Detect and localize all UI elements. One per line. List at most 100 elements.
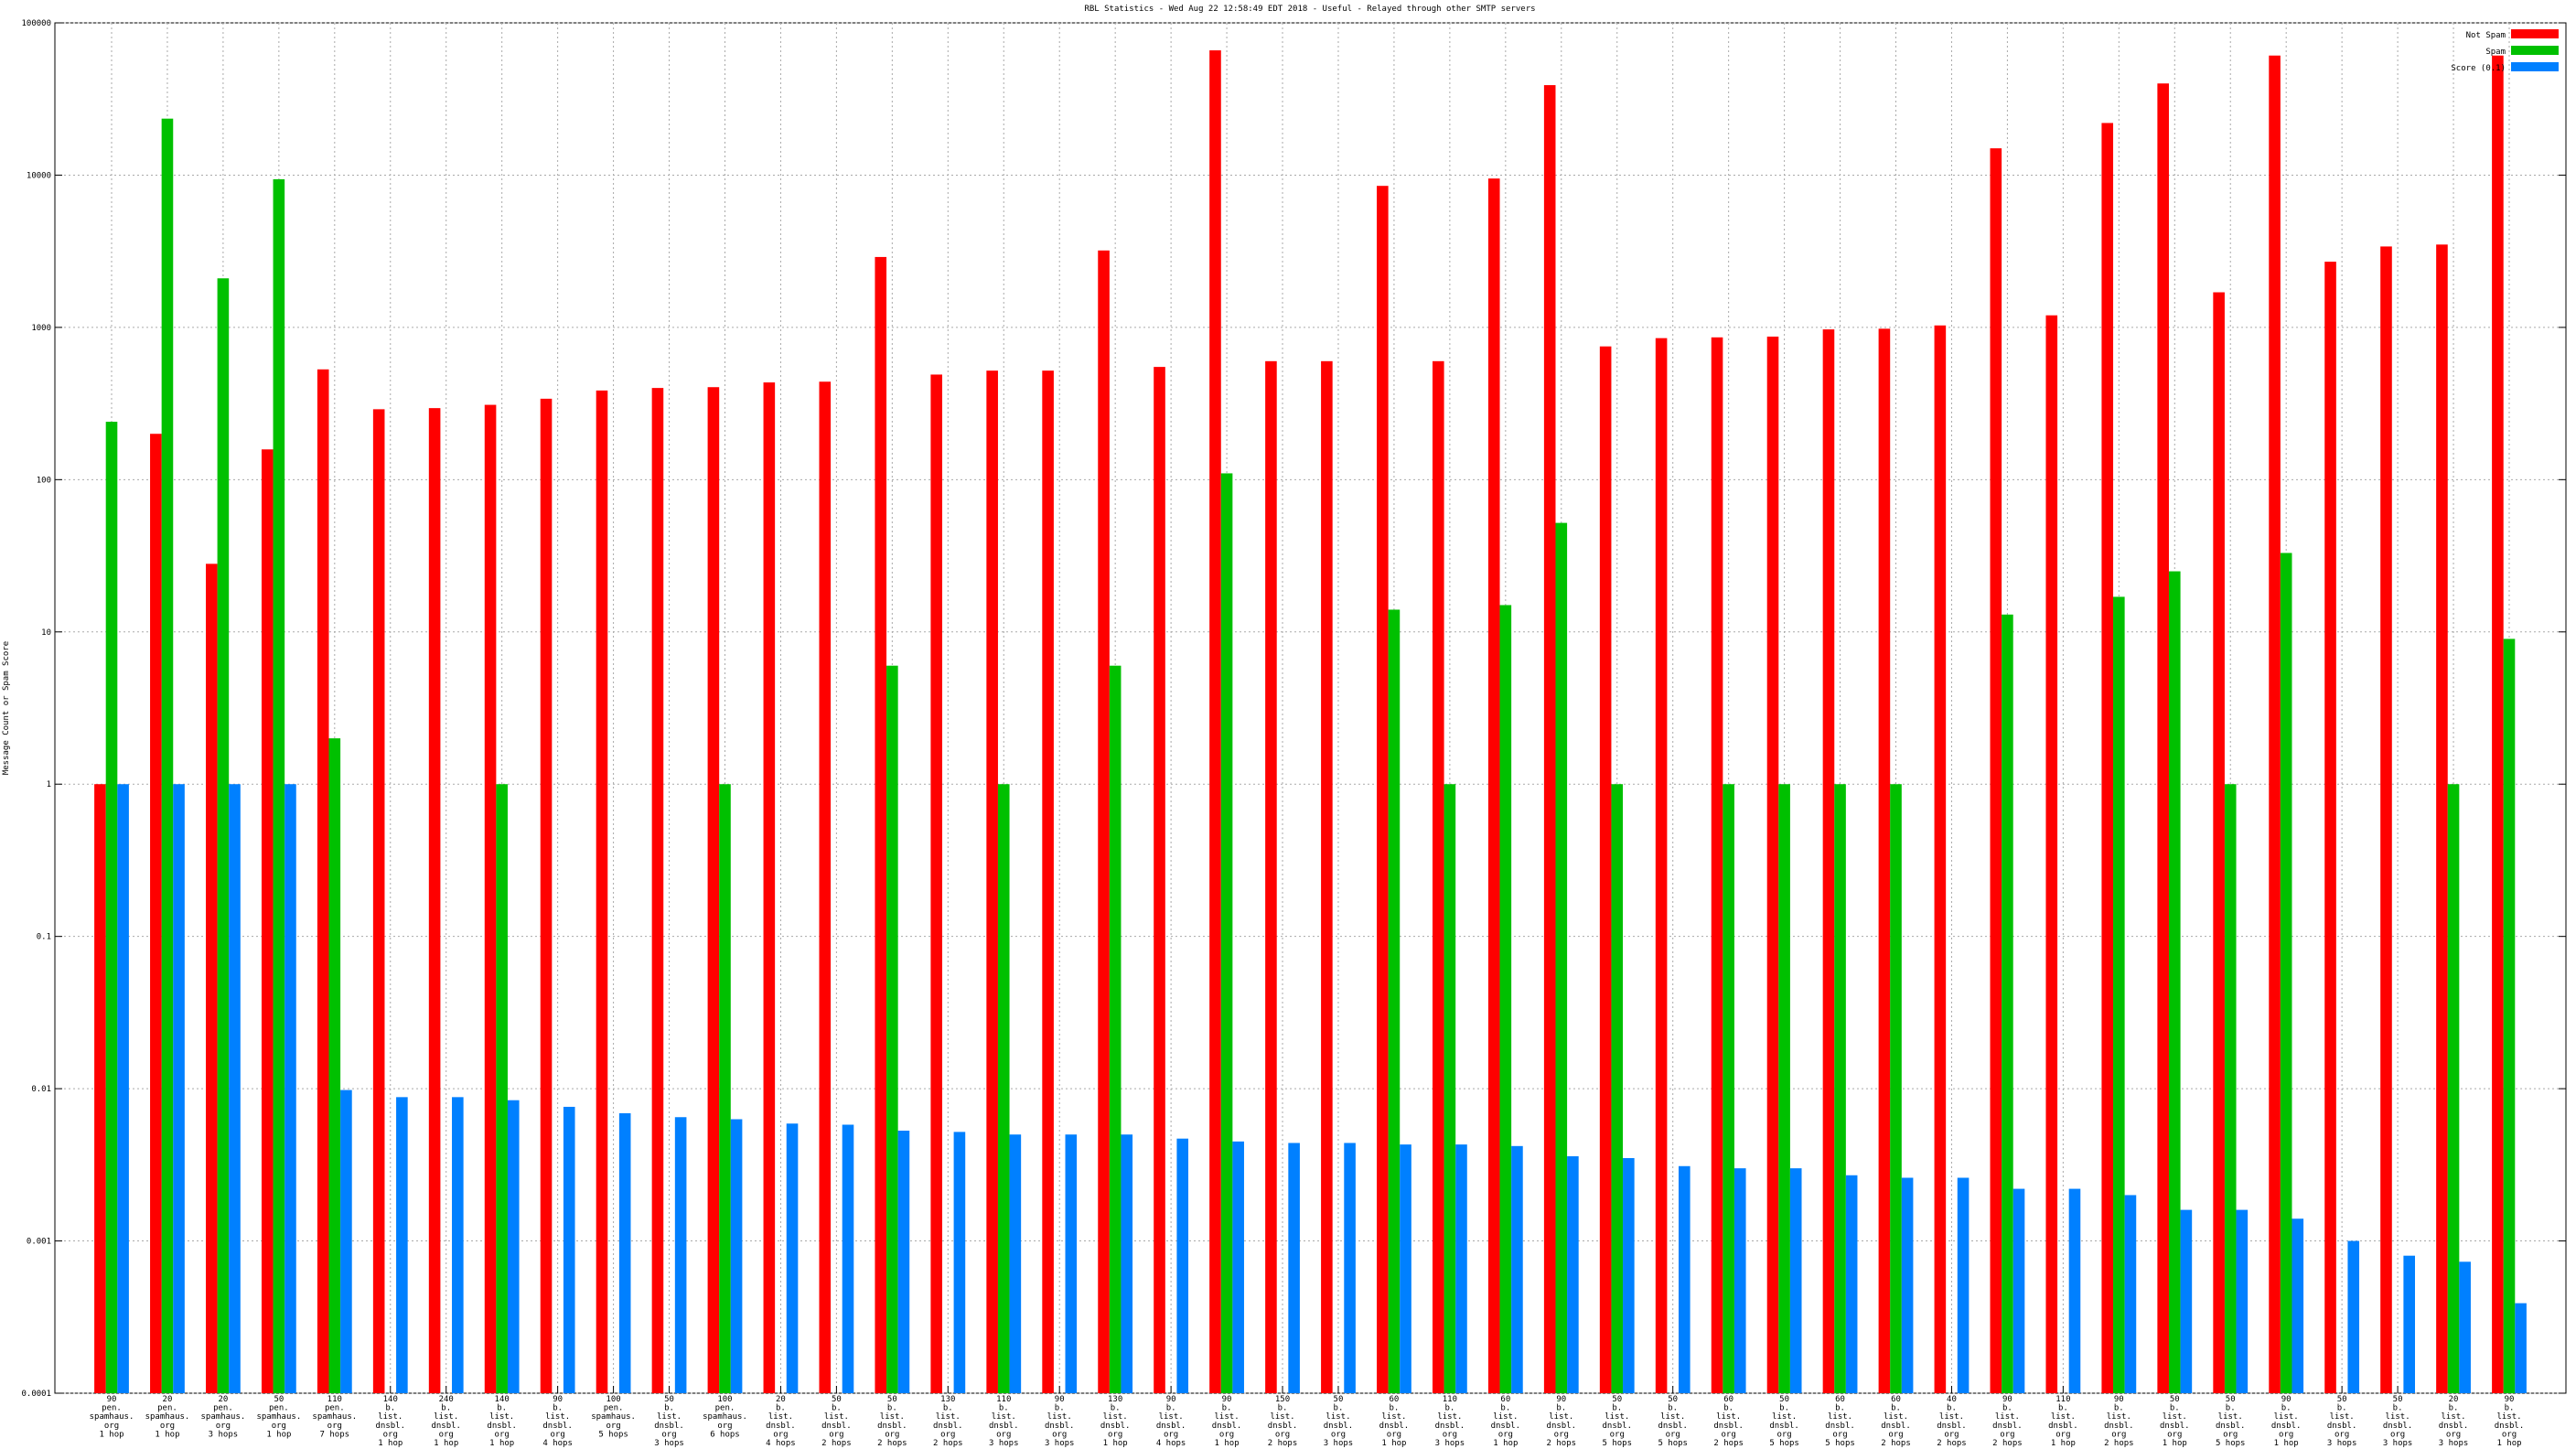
- bar: [1065, 1134, 1078, 1393]
- x-tick-label: 90 b. list. dnsbl. org 4 hops: [1156, 1395, 1186, 1448]
- x-tick-label-line: 6 hops: [710, 1430, 740, 1439]
- x-tick-label-line: b.: [2505, 1404, 2515, 1413]
- bar: [2224, 784, 2237, 1393]
- x-tick-label-line: org: [996, 1430, 1011, 1439]
- x-tick-label-line: b.: [1055, 1404, 1065, 1413]
- x-tick-label-line: pen.: [715, 1404, 735, 1413]
- bar: [2002, 614, 2013, 1393]
- x-tick-label-line: dnsbl.: [1100, 1422, 1131, 1431]
- bar: [2447, 784, 2460, 1393]
- x-tick-label-line: 20: [776, 1395, 786, 1404]
- x-tick-label-line: b.: [2281, 1404, 2292, 1413]
- x-tick-label: 110 b. list. dnsbl. org 1 hop: [2048, 1395, 2078, 1448]
- x-tick-label-line: 4 hops: [1156, 1439, 1186, 1448]
- bar: [1098, 250, 1110, 1394]
- x-tick-label-line: list.: [1159, 1412, 1184, 1422]
- x-tick-label-line: org: [1164, 1430, 1178, 1439]
- x-tick-label-line: org: [1832, 1430, 1847, 1439]
- x-tick-label-line: b.: [887, 1404, 897, 1413]
- x-tick-label-line: 90: [2281, 1395, 2292, 1404]
- bar: [2347, 1240, 2360, 1393]
- x-tick-label-line: 1 hop: [489, 1439, 514, 1448]
- bar: [540, 398, 553, 1394]
- x-tick-label-line: 1 hop: [2051, 1439, 2076, 1448]
- y-tick-label: 1: [47, 780, 51, 789]
- x-tick-label: 60 b. list. dnsbl. org 2 hops: [1881, 1395, 1911, 1448]
- bar: [105, 422, 118, 1393]
- x-tick-label-line: 5 hops: [1602, 1439, 1632, 1448]
- x-tick-label-line: dnsbl.: [1268, 1422, 1298, 1431]
- x-tick-label-line: 90: [2114, 1395, 2124, 1404]
- bar: [1176, 1138, 1189, 1393]
- x-tick-label-line: 3 hops: [2383, 1439, 2413, 1448]
- x-tick-label: 90 b. list. dnsbl. org 1 hop: [2271, 1395, 2302, 1448]
- x-tick-label-line: spamhaus.: [591, 1412, 636, 1422]
- bar: [674, 1117, 687, 1393]
- x-tick-label-line: 3 hops: [989, 1439, 1019, 1448]
- x-tick-label-line: 20: [218, 1395, 228, 1404]
- x-tick-label-line: org: [1052, 1430, 1067, 1439]
- x-tick-label-line: dnsbl.: [766, 1422, 796, 1431]
- x-tick-label-line: 110: [1443, 1395, 1457, 1404]
- x-tick-label-line: b.: [1891, 1404, 1901, 1413]
- bar: [1109, 665, 1122, 1393]
- x-tick-label-line: org: [2000, 1430, 2014, 1439]
- x-tick-label: 90 b. list. dnsbl. org 3 hops: [1045, 1395, 1075, 1448]
- bar: [2459, 1261, 2471, 1393]
- x-tick-label: 90 b. list. dnsbl. org 1 hop: [2495, 1395, 2525, 1448]
- x-tick-label-line: dnsbl.: [1658, 1422, 1688, 1431]
- x-tick-label-line: list.: [2163, 1412, 2187, 1422]
- x-tick-label-line: b.: [1947, 1404, 1957, 1413]
- x-tick-label: 50 b. list. dnsbl. org 5 hops: [1769, 1395, 1799, 1448]
- bar: [1444, 784, 1456, 1393]
- x-tick-label-line: spamhaus.: [703, 1412, 747, 1422]
- bar: [2113, 596, 2125, 1393]
- x-tick-label: 50 b. list. dnsbl. org 3 hops: [2327, 1395, 2357, 1448]
- x-tick-label-line: 2 hops: [1713, 1439, 1744, 1448]
- bar: [2324, 262, 2336, 1393]
- x-tick-label-line: org: [1108, 1430, 1122, 1439]
- x-tick-label: 150 b. list. dnsbl. org 2 hops: [1268, 1395, 1298, 1448]
- bar: [1567, 1155, 1579, 1393]
- x-tick-label-line: spamhaus.: [90, 1412, 134, 1422]
- x-tick-label-line: 130: [940, 1395, 955, 1404]
- x-tick-label-line: 1 hop: [434, 1439, 458, 1448]
- x-tick-label-line: 20: [2449, 1395, 2459, 1404]
- x-tick-label-line: org: [383, 1430, 398, 1439]
- x-tick-label-line: org: [272, 1422, 286, 1431]
- bar: [2280, 553, 2292, 1393]
- bar: [719, 784, 731, 1393]
- x-tick-label: 40 b. list. dnsbl. org 2 hops: [1937, 1395, 1967, 1448]
- bar: [340, 1089, 352, 1393]
- bar: [1321, 360, 1333, 1393]
- x-tick-label: 110 b. list. dnsbl. org 3 hops: [1435, 1395, 1465, 1448]
- legend-label: Spam: [2485, 48, 2506, 57]
- bar: [1455, 1144, 1467, 1393]
- x-tick-label-line: list.: [824, 1412, 849, 1422]
- x-tick-label: 50 b. list. dnsbl. org 2 hops: [821, 1395, 852, 1448]
- x-tick-label: 100 pen. spamhaus. org 6 hops: [703, 1395, 747, 1439]
- x-tick-label-line: 1 hop: [2274, 1439, 2299, 1448]
- x-tick-label-line: org: [1776, 1430, 1791, 1439]
- bar: [651, 388, 664, 1393]
- x-tick-label-line: list.: [880, 1412, 905, 1422]
- x-tick-label-line: 7 hops: [320, 1430, 350, 1439]
- x-tick-label-line: org: [1498, 1430, 1513, 1439]
- x-tick-label-line: b.: [999, 1404, 1009, 1413]
- x-tick-label-line: list.: [1939, 1412, 1964, 1422]
- x-tick-label-line: list.: [489, 1412, 514, 1422]
- x-tick-label-line: org: [2446, 1430, 2461, 1439]
- x-tick-label-line: b.: [1334, 1404, 1344, 1413]
- x-tick-label-line: org: [216, 1422, 231, 1431]
- y-tick-label: 0.0001: [21, 1390, 51, 1399]
- x-tick-label-line: b.: [1222, 1404, 1232, 1413]
- bar: [1499, 605, 1512, 1393]
- bar: [2292, 1218, 2304, 1393]
- bar: [1733, 1168, 1746, 1393]
- bar: [2068, 1188, 2081, 1393]
- x-tick-label-line: dnsbl.: [1156, 1422, 1186, 1431]
- x-tick-label-line: list.: [545, 1412, 570, 1422]
- x-tick-label-line: list.: [1493, 1412, 1518, 1422]
- x-tick-label-line: b.: [1556, 1404, 1566, 1413]
- x-tick-label-line: spamhaus.: [312, 1412, 357, 1422]
